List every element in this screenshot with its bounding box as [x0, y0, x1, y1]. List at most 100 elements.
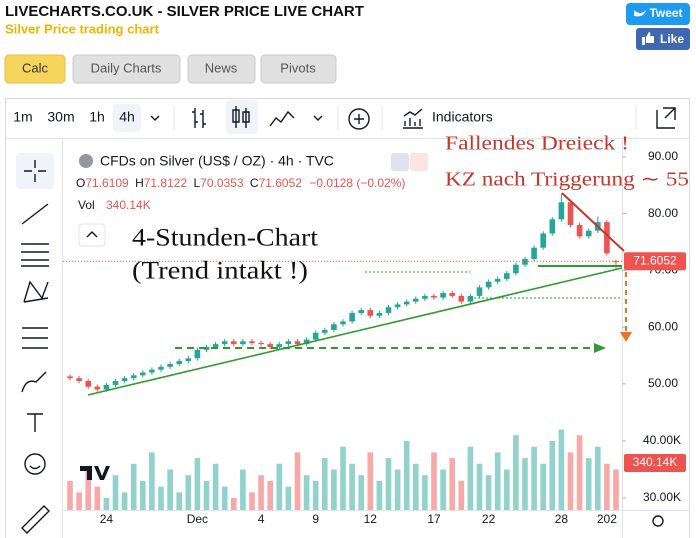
candle-body [303, 339, 310, 345]
candle-body [212, 344, 219, 347]
tab[interactable]: News [205, 60, 238, 75]
candle-body [76, 378, 82, 381]
compare-icon[interactable] [348, 108, 370, 130]
like-button[interactable]: Like [636, 28, 690, 50]
candle-body [340, 321, 346, 325]
chevron[interactable] [313, 115, 323, 121]
collapse-button[interactable] [78, 223, 106, 247]
volume-bar [76, 492, 82, 510]
candle-body [276, 344, 283, 347]
tweet-button[interactable]: Tweet [626, 3, 690, 25]
indicators-label[interactable]: Indicators [432, 109, 493, 125]
symbol-icon [79, 154, 93, 168]
candle-body [440, 293, 446, 298]
candle-body [385, 307, 392, 313]
candle-body [604, 222, 610, 254]
volume-bar [285, 486, 292, 510]
candle-body [194, 349, 201, 359]
drawing-toolbar [16, 153, 54, 534]
candle-body [94, 386, 101, 390]
settings-icon[interactable] [652, 515, 664, 527]
candles-icon[interactable] [232, 106, 250, 128]
candle-body [331, 324, 337, 330]
candle-body [358, 310, 364, 313]
interval[interactable]: 30m [47, 109, 74, 125]
area-icon[interactable] [269, 110, 295, 127]
volume-bar [340, 446, 346, 510]
fullscreen-icon[interactable] [656, 107, 676, 129]
candle-body [240, 341, 246, 345]
candle-body [467, 295, 474, 302]
volume-bar [567, 452, 574, 510]
volume-bar [303, 475, 310, 510]
y-tick-label: 90.00 [648, 149, 678, 163]
prediction-tool[interactable] [22, 327, 48, 349]
candle-body [285, 341, 292, 345]
candle-body [312, 332, 319, 340]
annotation: Fallendes Dreieck ! [445, 133, 629, 155]
interval[interactable]: 1h [89, 109, 105, 125]
volume-bar [422, 475, 428, 510]
volume-bar [203, 480, 210, 510]
volume-bar [458, 480, 465, 510]
ohlc-letter: C [250, 176, 259, 190]
candle-body [458, 295, 465, 302]
candle-body [258, 342, 264, 345]
indicators-icon[interactable] [403, 108, 423, 129]
volume-bar [112, 475, 119, 510]
legend: CFDs on Silver (US$ / OZ) · 4h · TVC O71… [76, 153, 428, 247]
drawings [80, 192, 632, 480]
volume-legend-value: 340.14K [106, 198, 151, 212]
ruler-tool[interactable] [21, 505, 50, 534]
tweet-label: Tweet [649, 6, 682, 20]
ohlc-value: 71.6109 [85, 176, 129, 190]
crosshair-tool[interactable] [24, 160, 46, 182]
collapse-icon [86, 231, 98, 238]
volume-bar [540, 463, 546, 510]
volume-badge [624, 454, 686, 472]
tab-bar: Calc Daily Charts News Pivots [4, 54, 337, 84]
candle-body [231, 341, 237, 345]
tab[interactable]: Calc [22, 60, 49, 75]
trendline-tool[interactable] [21, 203, 49, 225]
tab-bg [4, 54, 66, 84]
annotation: KZ nach Triggerung ∼ 55 [445, 169, 689, 191]
volume-bar [531, 446, 537, 510]
volume-bar [476, 463, 483, 510]
pattern-tool[interactable] [23, 280, 49, 303]
bars-icon[interactable] [192, 108, 206, 128]
interval[interactable]: 1m [13, 109, 32, 125]
text-tool[interactable] [27, 413, 43, 432]
volume-bar [167, 469, 173, 510]
x-tick-label: 24 [100, 512, 114, 526]
volume-bar [385, 458, 392, 510]
ohlc-value: 71.6052 [259, 176, 303, 190]
volume-bar [258, 475, 264, 510]
volume-bar [367, 452, 374, 510]
emoji-tool[interactable] [24, 453, 46, 475]
candle-body [585, 230, 592, 237]
candle-body [249, 341, 255, 343]
like-label: Like [660, 32, 684, 46]
candle-body [431, 295, 437, 298]
candle-body [403, 301, 410, 305]
tab[interactable]: Daily Charts [91, 60, 162, 75]
volume-bar [130, 463, 137, 510]
brush-tool[interactable] [21, 371, 47, 393]
interval[interactable]: 4h [119, 109, 135, 125]
candle-body [394, 304, 401, 308]
volume-bar [294, 452, 301, 510]
fib-tool[interactable] [21, 243, 49, 267]
candles-bg [226, 100, 258, 134]
candle-body [149, 369, 155, 373]
ohlc-value: 70.0353 [200, 176, 244, 190]
volume-bar [176, 492, 182, 510]
volume-bar [504, 469, 510, 510]
candle-body [504, 273, 510, 279]
candle-body [540, 233, 546, 248]
candle-body [294, 341, 301, 345]
volume-bar [513, 435, 519, 510]
tab[interactable]: Pivots [280, 60, 316, 75]
chevron[interactable] [150, 115, 160, 121]
